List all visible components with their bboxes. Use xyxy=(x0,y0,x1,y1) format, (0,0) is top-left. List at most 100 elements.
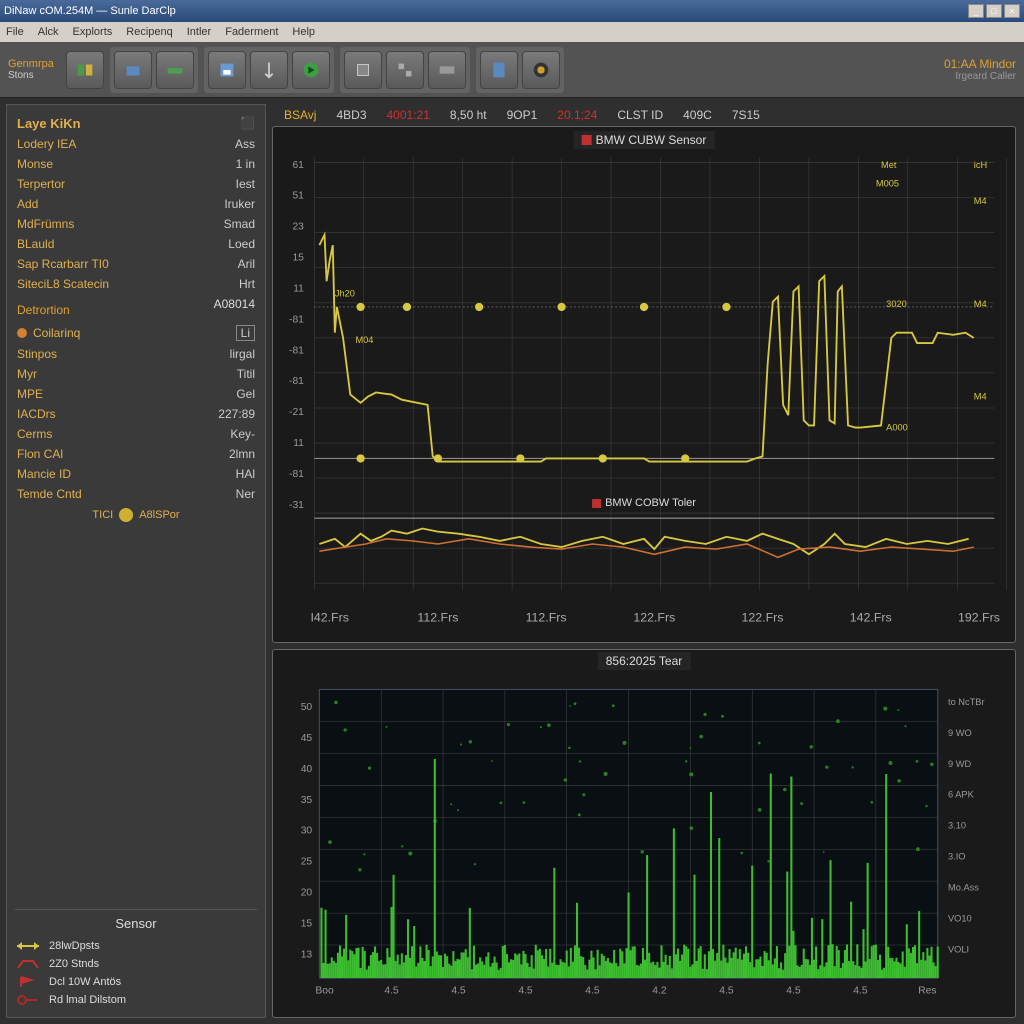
sidebar-row: BLauldLoed xyxy=(15,234,257,254)
svg-text:M4: M4 xyxy=(974,196,987,206)
sidebar-row: IACDrs227:89 xyxy=(15,404,257,424)
chart2-svg: 504540353025201513Boo4.54.54.54.54.24.54… xyxy=(273,650,1015,1018)
tool-btn-2[interactable] xyxy=(114,51,152,89)
chart-lower[interactable]: 856:2025 Tear 504540353025201513Boo4.54.… xyxy=(272,649,1016,1019)
svg-text:15: 15 xyxy=(292,253,304,264)
svg-text:M4: M4 xyxy=(974,392,987,402)
row-val: Gel xyxy=(236,387,255,401)
tool-btn-3[interactable] xyxy=(156,51,194,89)
menu-recipenq[interactable]: Recipenq xyxy=(126,26,172,38)
toolbar-left-label: Genmrpa Stons xyxy=(8,58,54,81)
sidebar-row: MdFrümns Smad xyxy=(15,214,257,234)
chart-upper[interactable]: BMW CUBW Sensor BMW COBW Toler 615123151… xyxy=(272,126,1016,643)
row-val: HAl xyxy=(236,467,255,481)
svg-text:I42.Frs: I42.Frs xyxy=(310,610,348,624)
tool-btn-11[interactable] xyxy=(522,51,560,89)
bullet-icon xyxy=(17,328,27,338)
svg-text:20: 20 xyxy=(301,887,313,898)
svg-text:122.Frs: 122.Frs xyxy=(633,610,675,624)
row-key: Add xyxy=(17,197,38,211)
sidebar-row: MyrTitil xyxy=(15,364,257,384)
tool-btn-9[interactable] xyxy=(428,51,466,89)
svg-text:142.Frs: 142.Frs xyxy=(850,610,892,624)
status-item: 4BD3 xyxy=(336,108,366,122)
tool-btn-4[interactable] xyxy=(208,51,246,89)
status-strip: BSAvj4BD34001:218,50 ht9OP120.1;24CLST I… xyxy=(272,104,1016,126)
sidebar-header-key: Laye KiKn xyxy=(17,116,81,131)
svg-text:25: 25 xyxy=(301,856,313,867)
svg-text:Boo: Boo xyxy=(315,985,334,996)
window-title: DiNaw cOM.254M — Sunle DarClp xyxy=(4,5,968,17)
menu-help[interactable]: Help xyxy=(292,26,315,38)
svg-text:-31: -31 xyxy=(289,500,304,511)
tool-group-2 xyxy=(204,47,334,93)
menu-faderment[interactable]: Faderment xyxy=(225,26,278,38)
tool-btn-7[interactable] xyxy=(344,51,382,89)
row-val: Ner xyxy=(236,487,255,501)
svg-text:4.2: 4.2 xyxy=(652,985,667,996)
tool-btn-5[interactable] xyxy=(250,51,288,89)
menubar: File Alck Explorts Recipenq Intler Fader… xyxy=(0,22,1024,42)
status-item: 9OP1 xyxy=(507,108,538,122)
menu-exports[interactable]: Explorts xyxy=(73,26,113,38)
menu-file[interactable]: File xyxy=(6,26,24,38)
legend-label: Dcl 10W Antös xyxy=(49,976,121,988)
sidebar-header-icon[interactable]: ⬛ xyxy=(240,116,255,131)
svg-text:M005: M005 xyxy=(876,178,899,188)
svg-text:Met: Met xyxy=(881,160,897,170)
row-key: IACDrs xyxy=(17,407,56,421)
legend-label: Rd lmal Dilstom xyxy=(49,994,126,1006)
minimize-button[interactable]: _ xyxy=(968,4,984,18)
row-key: Monse xyxy=(17,157,53,171)
rows2-header-key: Coilarinq xyxy=(33,326,230,340)
row-key: MPE xyxy=(17,387,43,401)
special-val: A8lSPor xyxy=(139,509,179,521)
svg-text:4.5: 4.5 xyxy=(384,985,399,996)
sidebar: Laye KiKn ⬛ Lodery IEAAssMonse1 inTerper… xyxy=(6,104,266,1018)
tool-btn-1[interactable] xyxy=(66,51,104,89)
svg-text:9 WD: 9 WD xyxy=(948,758,971,768)
svg-text:122.Frs: 122.Frs xyxy=(742,610,784,624)
tool-btn-10[interactable] xyxy=(480,51,518,89)
row-val: Ass xyxy=(235,137,255,151)
svg-text:30: 30 xyxy=(301,825,313,836)
status-item: 7S15 xyxy=(732,108,760,122)
tool-btn-8[interactable] xyxy=(386,51,424,89)
row-val: Iruker xyxy=(224,197,255,211)
row-key: Sap Rcarbarr TI0 xyxy=(17,257,109,271)
legend-row: Rd lmal Dilstom xyxy=(15,991,257,1009)
sidebar-row: Sap Rcarbarr TI0 Aril xyxy=(15,254,257,274)
chart1-title-text: BMW CUBW Sensor xyxy=(596,133,707,147)
sidebar-row: Flon CAl2lmn xyxy=(15,444,257,464)
close-button[interactable]: × xyxy=(1004,4,1020,18)
sidebar-row: CermsKey- xyxy=(15,424,257,444)
legend-row: Dcl 10W Antös xyxy=(15,973,257,991)
legend-icon xyxy=(15,939,41,953)
sidebar-section1: Detrortion A08014 xyxy=(15,294,257,322)
row-key: SiteciL8 Scatecin xyxy=(17,277,109,291)
status-item: CLST ID xyxy=(617,108,663,122)
svg-text:6 APK: 6 APK xyxy=(948,789,975,799)
svg-text:61: 61 xyxy=(292,160,304,171)
sidebar-row: Add Iruker xyxy=(15,194,257,214)
svg-text:4.5: 4.5 xyxy=(585,985,600,996)
row-val: Smad xyxy=(224,217,255,231)
row-val: lirgal xyxy=(230,347,255,361)
tool-btn-6[interactable] xyxy=(292,51,330,89)
svg-text:-21: -21 xyxy=(289,407,304,418)
svg-text:icH: icH xyxy=(974,160,987,170)
sidebar-row: Stinpos lirgal xyxy=(15,344,257,364)
svg-text:4.5: 4.5 xyxy=(719,985,734,996)
row-key: Stinpos xyxy=(17,347,57,361)
sidebar-row: Mancie IDHAl xyxy=(15,464,257,484)
chart2-title-text: 856:2025 Tear xyxy=(606,654,683,668)
rows2-header-val[interactable]: Li xyxy=(236,325,255,341)
status-item: 20.1;24 xyxy=(557,108,597,122)
menu-intler[interactable]: Intler xyxy=(187,26,211,38)
maximize-button[interactable]: □ xyxy=(986,4,1002,18)
svg-text:112.Frs: 112.Frs xyxy=(526,610,567,624)
row-key: MdFrümns xyxy=(17,217,74,231)
menu-alck[interactable]: Alck xyxy=(38,26,59,38)
special-icon xyxy=(119,508,133,522)
row-val: Aril xyxy=(238,257,255,271)
